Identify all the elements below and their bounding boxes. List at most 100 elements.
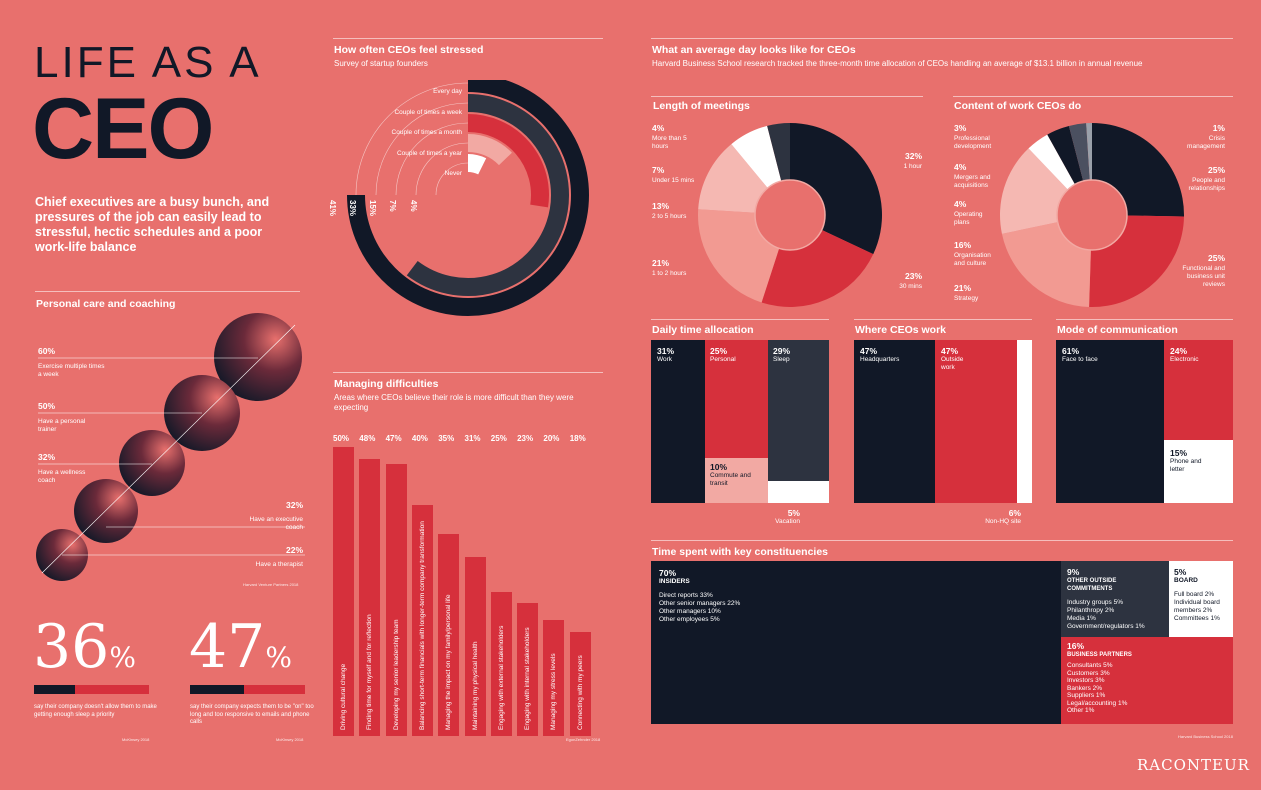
divider xyxy=(953,96,1233,97)
mode-face-block: 61% Face to face xyxy=(1056,340,1164,503)
difficulty-value: 23% xyxy=(517,434,534,443)
difficulty-bar xyxy=(333,447,354,736)
stress-cat-4: Never xyxy=(444,170,462,177)
stress-cat-1: Couple of times a week xyxy=(394,108,462,116)
mode-title: Mode of communication xyxy=(1057,324,1178,336)
divider xyxy=(854,319,1032,320)
difficulty-label: Finding time for myself and for reflecti… xyxy=(366,614,374,730)
stat-on-bar-fill xyxy=(190,685,245,694)
meetings-title: Length of meetings xyxy=(653,100,750,112)
outside-item: Government/regulators 1% xyxy=(1067,623,1145,630)
pieContent-slice-6 xyxy=(1068,123,1090,182)
day-source: Harvard Business School 2018 xyxy=(1178,734,1233,739)
pc-item-1: 60% Exercise multiple times a week xyxy=(38,346,105,378)
insiders-item: Other senior managers 22% xyxy=(659,600,741,607)
content-lbl-prof: 3% Professional development xyxy=(954,123,992,150)
difficulty-value: 20% xyxy=(543,434,560,443)
pieContent-slice-2 xyxy=(1001,222,1091,307)
outside-item: Philanthropy 2% xyxy=(1067,607,1115,614)
pc-item-5: 22% Have a therapist xyxy=(255,545,303,568)
pieMeet-slice-0 xyxy=(790,123,882,255)
stress-arc-2 xyxy=(467,114,549,208)
stress-arc-1 xyxy=(406,94,569,296)
pieContent-hole xyxy=(1056,179,1128,251)
stat-sleep-source: McKinsey 2018 xyxy=(122,737,150,742)
pc-item-2: 50% Have a personal trainer xyxy=(38,401,86,433)
daily-vacation-block xyxy=(768,481,829,503)
pieContent-slice-1 xyxy=(1089,215,1184,307)
where-nonhq-label: 6% Non-HQ site xyxy=(985,508,1021,525)
meet-lbl-32: 32% 1 hour xyxy=(903,151,922,170)
board-block: 5% BOARD Full board 2% Individual board … xyxy=(1169,561,1233,637)
difficulty-bar xyxy=(569,631,591,736)
stat-sleep-value: 36% xyxy=(33,612,136,682)
partners-item: Customers 3% xyxy=(1067,669,1110,677)
daily-work-block: 31% Work xyxy=(651,340,705,503)
difficulty-bar xyxy=(438,533,460,736)
stress-pct-4: 4% xyxy=(409,200,418,212)
difficulty-label: Engaging with internal stakeholders xyxy=(524,627,532,730)
daily-vacation-label: 5% Vacation xyxy=(775,508,800,525)
stress-cat-3: Couple of times a year xyxy=(396,149,462,157)
pieMeet-slice-3 xyxy=(698,144,768,213)
insiders-item: Direct reports 33% xyxy=(659,592,713,599)
stat-sleep-bar-bg xyxy=(34,685,149,694)
difficulty-bar xyxy=(411,504,433,736)
pieContent-slice-3 xyxy=(1000,148,1068,234)
difficulty-label: Engaging with external stakeholders xyxy=(497,625,505,730)
difficulty-value: 18% xyxy=(569,434,586,443)
stress-cat-2: Couple of times a month xyxy=(391,129,462,136)
sphere-exercise xyxy=(214,313,302,401)
day-subtitle: Harvard Business School research tracked… xyxy=(652,59,1143,68)
stress-pct-2: 15% xyxy=(368,200,377,217)
difficulty-label: Balancing short-term financials with lon… xyxy=(418,521,426,730)
meet-lbl-13: 13% 2 to 5 hours xyxy=(652,201,687,220)
partners-item: Consultants 5% xyxy=(1067,662,1113,669)
difficulty-bar xyxy=(359,458,381,736)
partners-item: Investors 3% xyxy=(1067,677,1105,684)
content-lbl-org: 16% Organisation and culture xyxy=(954,240,991,267)
where-outside-block: 47% Outside work xyxy=(935,340,1017,503)
divider xyxy=(651,96,923,97)
difficulty-label: Managing my stress levels xyxy=(550,653,558,730)
difficulty-label: Driving cultural change xyxy=(340,663,347,730)
stat-sleep-desc: say their company doesn't allow them to … xyxy=(34,704,157,718)
pc-item-3: 32% Have a wellness coach xyxy=(38,452,86,484)
difficulty-value: 25% xyxy=(490,434,507,443)
divider xyxy=(1056,319,1233,320)
difficulty-bar xyxy=(385,464,407,736)
difficulty-bar xyxy=(490,591,512,736)
pc-item-4: 32% Have an executive coach xyxy=(249,500,303,531)
personal-care-chart xyxy=(36,313,305,581)
personal-care-title: Personal care and coaching xyxy=(36,298,176,310)
board-item: Individual board members 2% xyxy=(1174,599,1220,614)
daily-personal-block: 25% Personal xyxy=(705,340,768,458)
outside-item: Media 1% xyxy=(1067,615,1096,622)
meetings-pie xyxy=(698,123,882,307)
partners-item: Other 1% xyxy=(1067,707,1095,714)
pieContent-slice-4 xyxy=(1028,134,1075,190)
difficulty-bar xyxy=(464,556,486,736)
content-lbl-strat: 21% Strategy xyxy=(954,283,979,302)
stress-arc-4 xyxy=(467,154,487,175)
difficulty-label: Maintaining my physical health xyxy=(471,641,479,730)
stress-cat-0: Every day xyxy=(433,88,462,95)
stress-arc-0 xyxy=(347,80,589,316)
where-nonhq-block xyxy=(1017,340,1032,503)
stress-guide-1 xyxy=(375,102,469,196)
pc-source: Harvard Venture Partners 2018 xyxy=(243,582,299,587)
divider xyxy=(651,319,829,320)
stress-pct-3: 7% xyxy=(388,200,397,212)
difficulty-bar xyxy=(517,603,539,736)
board-item: Committees 1% xyxy=(1174,615,1220,622)
difficulties-subtitle: Areas where CEOs believe their role is m… xyxy=(334,393,574,412)
insiders-block: 70% INSIDERS Direct reports 33% Other se… xyxy=(651,561,1061,724)
content-lbl-ma: 4% Mergers and acquisitions xyxy=(954,162,991,189)
difficulty-bar xyxy=(543,620,565,736)
difficulty-value: 40% xyxy=(411,434,428,443)
stress-guide-0 xyxy=(355,82,469,196)
partners-item: Suppliers 1% xyxy=(1067,692,1106,699)
content-lbl-func: 25% Functional and business unit reviews xyxy=(1182,253,1225,288)
where-hq-block: 47% Headquarters xyxy=(854,340,935,503)
insiders-item: Other employees 5% xyxy=(659,616,720,623)
